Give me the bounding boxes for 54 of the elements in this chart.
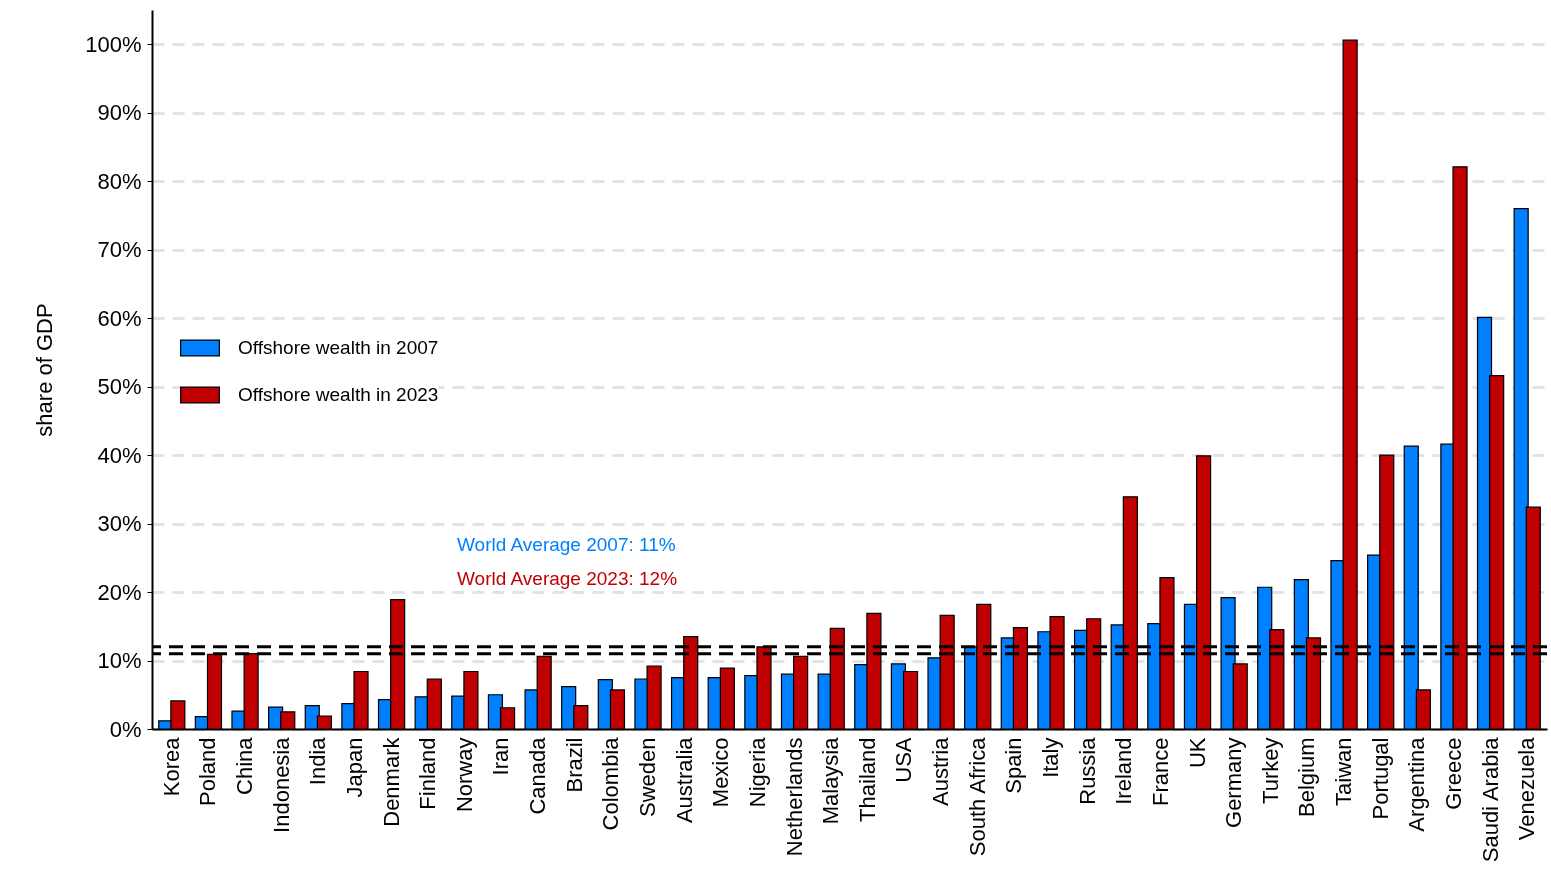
x-tick-label: Saudi Arabia <box>1477 736 1503 863</box>
x-tick-label: France <box>1147 737 1173 806</box>
x-tick-label: China <box>232 736 258 795</box>
y-tick-label: 10% <box>97 648 142 674</box>
x-tick-label: Germany <box>1221 737 1247 828</box>
x-tick-label: Brazil <box>561 737 587 793</box>
y-tick-label: 80% <box>97 168 142 194</box>
x-tick-label: India <box>305 736 331 786</box>
y-tick-label: 60% <box>97 305 142 331</box>
x-tick-label: Korea <box>158 736 184 797</box>
x-tick-label: Russia <box>1074 736 1100 805</box>
x-tick-label: Canada <box>525 736 551 815</box>
annotation: World Average 2007: 11% <box>457 534 676 555</box>
x-tick-label: Italy <box>1037 737 1063 778</box>
y-tick-label: 40% <box>97 442 142 468</box>
y-tick-label: 90% <box>97 100 142 126</box>
x-tick-label: Australia <box>671 736 697 824</box>
x-tick-label: Greece <box>1440 737 1466 810</box>
y-axis-title: share of GDP <box>32 303 58 437</box>
y-tick-label: 100% <box>85 31 142 57</box>
x-tick-label: Malaysia <box>818 736 844 825</box>
x-tick-label: Japan <box>341 737 367 798</box>
x-tick-label: Poland <box>195 737 221 807</box>
x-tick-label: Nigeria <box>744 736 770 808</box>
y-tick-label: 20% <box>97 579 142 605</box>
x-tick-label: Thailand <box>854 737 880 822</box>
y-tick-label: 30% <box>97 511 142 537</box>
x-tick-label: Portugal <box>1367 737 1393 820</box>
x-tick-label: Ireland <box>1111 737 1137 805</box>
x-tick-label: Colombia <box>598 736 624 831</box>
x-tick-label: Netherlands <box>781 737 807 857</box>
y-tick-label: 0% <box>109 716 142 742</box>
y-tick-label: 50% <box>97 374 142 400</box>
x-tick-label: Indonesia <box>268 736 294 833</box>
x-tick-label: Turkey <box>1257 737 1283 804</box>
x-tick-label: Spain <box>1001 737 1027 794</box>
x-tick-label: USA <box>891 737 917 783</box>
legend-label: Offshore wealth in 2007 <box>238 337 439 358</box>
x-tick-label: Mexico <box>708 737 734 808</box>
x-tick-label: Iran <box>488 737 514 776</box>
x-tick-label: Belgium <box>1294 737 1320 817</box>
x-tick-label: Austria <box>928 736 954 806</box>
x-tick-label: Argentina <box>1404 736 1430 832</box>
y-tick-label: 70% <box>97 237 142 263</box>
x-tick-label: Finland <box>415 737 441 810</box>
x-tick-label: UK <box>1184 737 1210 769</box>
x-tick-label: Denmark <box>378 736 404 827</box>
x-tick-label: South Africa <box>964 736 990 857</box>
x-tick-label: Sweden <box>635 737 661 818</box>
x-tick-label: Venezuela <box>1514 736 1540 841</box>
x-tick-label: Taiwan <box>1331 737 1357 806</box>
x-tick-label: Norway <box>451 737 477 813</box>
annotation: World Average 2023: 12% <box>457 568 678 589</box>
legend-label: Offshore wealth in 2023 <box>238 384 439 405</box>
